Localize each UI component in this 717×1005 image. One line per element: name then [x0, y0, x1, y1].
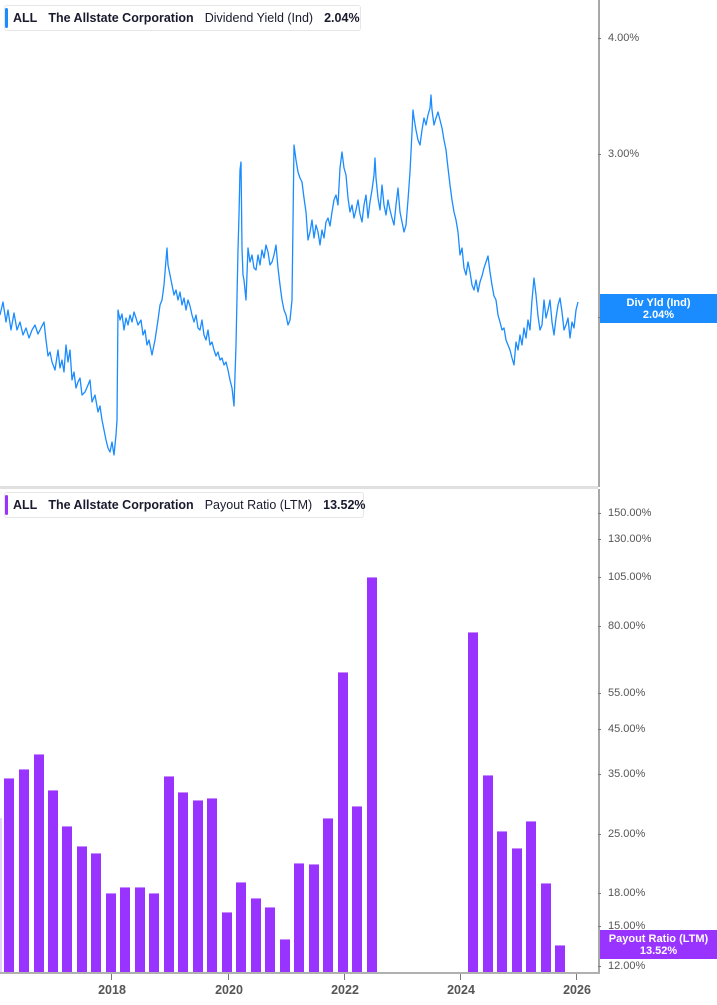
dividend-yield-legend: ALL The Allstate Corporation Dividend Yi… — [4, 5, 361, 31]
y-axis-line — [598, 0, 600, 487]
flag-value: 2.04% — [642, 308, 675, 321]
bar — [468, 632, 478, 972]
bar — [106, 893, 116, 972]
y-tick: 35.00% — [597, 768, 645, 780]
y-tick: 18.00% — [597, 887, 645, 899]
legend-metric: Payout Ratio (LTM) — [204, 498, 313, 512]
bar — [164, 776, 174, 972]
y-tick: 12.00% — [597, 960, 645, 972]
panel-divider[interactable] — [0, 486, 598, 489]
last-value-flag: Payout Ratio (LTM) 13.52% — [600, 930, 717, 959]
payout-ratio-legend: ALL The Allstate Corporation Payout Rati… — [4, 492, 366, 518]
bar — [526, 821, 536, 972]
bar — [280, 939, 290, 972]
x-tick — [460, 974, 461, 980]
x-tick — [344, 974, 345, 980]
y-axis-line — [598, 489, 600, 974]
legend-metric: Dividend Yield (Ind) — [204, 11, 314, 25]
last-value-flag: Div Yld (Ind) 2.04% — [600, 294, 717, 323]
bar — [294, 863, 304, 972]
bar — [309, 864, 319, 972]
bar — [4, 778, 14, 972]
bar — [91, 853, 101, 972]
y-tick: 105.00% — [597, 571, 651, 583]
bar — [265, 907, 275, 972]
bar — [338, 672, 348, 972]
bar — [512, 848, 522, 972]
legend-value: 2.04% — [324, 11, 360, 25]
y-tick: 130.00% — [597, 533, 651, 545]
legend-ticker: ALL — [13, 498, 38, 512]
bar — [352, 806, 362, 972]
flag-value: 13.52% — [639, 944, 678, 957]
x-tick — [576, 974, 577, 980]
bar — [19, 769, 29, 972]
legend-color-swatch — [5, 495, 8, 515]
y-tick: 55.00% — [597, 687, 645, 699]
legend-company: The Allstate Corporation — [48, 498, 194, 512]
x-tick-label: 2018 — [98, 983, 126, 997]
bar — [193, 800, 203, 972]
bar — [178, 792, 188, 972]
bar — [48, 790, 58, 972]
bar — [34, 754, 44, 972]
bar — [149, 893, 159, 972]
bar — [207, 798, 217, 972]
legend-value: 13.52% — [323, 498, 366, 512]
bar — [497, 831, 507, 972]
bar — [251, 898, 261, 972]
bar — [62, 826, 72, 972]
legend-color-swatch — [5, 8, 8, 28]
y-tick: 15.00% — [597, 920, 645, 932]
x-tick-label: 2022 — [331, 983, 359, 997]
payout-ratio-panel: ALL The Allstate Corporation Payout Rati… — [0, 489, 717, 1005]
bar — [0, 818, 2, 972]
y-tick: 80.00% — [597, 620, 645, 632]
bar — [483, 775, 493, 972]
legend-ticker: ALL — [13, 11, 38, 25]
bar — [236, 882, 246, 972]
x-tick — [111, 974, 112, 980]
bar — [120, 887, 130, 972]
y-tick: 3.00% — [597, 148, 639, 160]
dividend-yield-panel: ALL The Allstate Corporation Dividend Yi… — [0, 0, 717, 487]
y-tick: 25.00% — [597, 828, 645, 840]
x-tick — [228, 974, 229, 980]
y-tick: 45.00% — [597, 723, 645, 735]
dividend-yield-line — [0, 94, 579, 456]
legend-company: The Allstate Corporation — [48, 11, 194, 25]
bar — [541, 883, 551, 972]
bar — [77, 846, 87, 972]
bar — [367, 577, 377, 972]
x-tick-label: 2024 — [447, 983, 475, 997]
x-tick-label: 2026 — [563, 983, 591, 997]
flag-label: Div Yld (Ind) — [626, 296, 691, 309]
bar — [555, 945, 565, 972]
y-tick: 150.00% — [597, 507, 651, 519]
bar — [135, 887, 145, 972]
y-tick: 4.00% — [597, 32, 639, 44]
x-axis-line — [0, 972, 600, 974]
bar — [323, 818, 333, 972]
flag-label: Payout Ratio (LTM) — [608, 932, 709, 945]
x-tick-label: 2020 — [215, 983, 243, 997]
bar — [222, 912, 232, 972]
